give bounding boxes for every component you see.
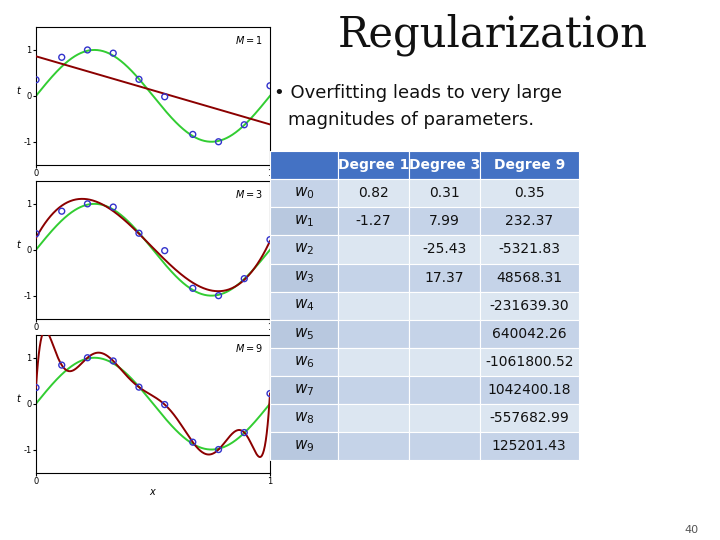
Point (81, 200, 94, 208)
Text: -1061800.52: -1061800.52 (485, 355, 573, 369)
Text: $w_7$: $w_7$ (294, 382, 315, 398)
Text: $M = 3$: $M = 3$ (235, 188, 263, 200)
Point (213, 292, 225, 300)
Point (107, 49, 119, 57)
Point (187, 438, 199, 447)
Point (264, 82, 276, 90)
Point (213, 138, 225, 146)
Point (133, 75, 145, 84)
Text: -1.27: -1.27 (356, 214, 392, 228)
Text: $w_1$: $w_1$ (294, 213, 315, 230)
Y-axis label: $t$: $t$ (17, 84, 22, 96)
Text: 1042400.18: 1042400.18 (487, 383, 571, 397)
Text: $w_6$: $w_6$ (294, 354, 315, 370)
Point (264, 235, 276, 244)
Text: $w_0$: $w_0$ (294, 185, 315, 201)
Text: 0.31: 0.31 (429, 186, 459, 200)
Text: 17.37: 17.37 (425, 271, 464, 285)
Y-axis label: $t$: $t$ (17, 392, 22, 404)
Point (159, 400, 171, 409)
Text: 7.99: 7.99 (429, 214, 459, 228)
Point (238, 428, 250, 437)
Point (187, 130, 199, 139)
Point (56, 207, 68, 215)
Text: 0.35: 0.35 (514, 186, 544, 200)
Point (81, 45, 94, 54)
Point (81, 354, 94, 362)
Text: Degree 3: Degree 3 (409, 158, 480, 172)
Text: -5321.83: -5321.83 (498, 242, 560, 256)
Text: $w_4$: $w_4$ (294, 298, 315, 314)
Point (159, 246, 171, 255)
Text: $w_9$: $w_9$ (294, 438, 315, 454)
Point (159, 92, 171, 101)
Point (264, 389, 276, 398)
Text: 0.82: 0.82 (359, 186, 389, 200)
Text: Degree 9: Degree 9 (494, 158, 564, 172)
Text: $M = 9$: $M = 9$ (235, 342, 263, 354)
Text: • Overfitting leads to very large: • Overfitting leads to very large (274, 84, 562, 102)
Text: $w_2$: $w_2$ (294, 241, 314, 258)
Point (133, 229, 145, 238)
Text: 125201.43: 125201.43 (492, 439, 567, 453)
Point (30, 76, 42, 84)
Y-axis label: $t$: $t$ (17, 238, 22, 250)
Point (238, 274, 250, 283)
Text: Degree 1: Degree 1 (338, 158, 410, 172)
Point (133, 383, 145, 391)
Point (238, 120, 250, 129)
Text: Regularization: Regularization (338, 14, 648, 56)
Point (30, 383, 42, 392)
Text: 48568.31: 48568.31 (496, 271, 562, 285)
Point (107, 356, 119, 365)
Text: -25.43: -25.43 (422, 242, 467, 256)
Point (56, 361, 68, 369)
X-axis label: $x$: $x$ (149, 487, 157, 497)
Text: $w_5$: $w_5$ (294, 326, 315, 342)
Point (187, 284, 199, 293)
Point (213, 446, 225, 454)
Point (107, 202, 119, 211)
Point (30, 230, 42, 238)
Text: 232.37: 232.37 (505, 214, 553, 228)
Text: 640042.26: 640042.26 (492, 327, 567, 341)
Text: -231639.30: -231639.30 (490, 299, 569, 313)
Point (56, 53, 68, 62)
Text: magnitudes of parameters.: magnitudes of parameters. (288, 111, 534, 129)
Text: $w_8$: $w_8$ (294, 410, 315, 426)
Text: 40: 40 (684, 524, 698, 535)
Text: -557682.99: -557682.99 (490, 411, 569, 425)
Text: $w_3$: $w_3$ (294, 269, 315, 286)
Text: $M = 1$: $M = 1$ (235, 34, 263, 46)
